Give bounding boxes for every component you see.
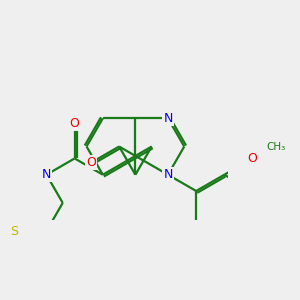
Text: O: O [248, 152, 257, 165]
Text: O: O [70, 117, 80, 130]
Text: N: N [42, 168, 51, 181]
Text: S: S [10, 225, 18, 238]
Text: N: N [163, 168, 172, 181]
Text: O: O [86, 156, 96, 169]
Text: N: N [163, 112, 172, 125]
Text: CH₃: CH₃ [266, 142, 285, 152]
